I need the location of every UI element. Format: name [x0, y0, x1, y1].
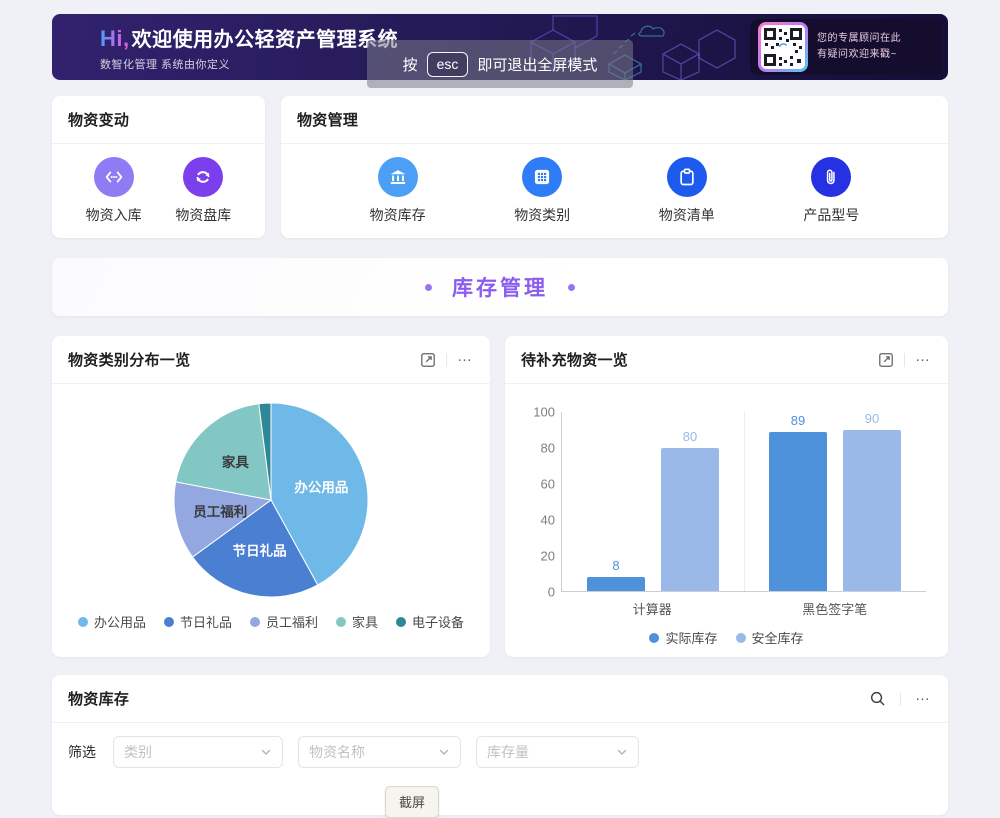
transfer-in-icon: [105, 171, 122, 182]
clipboard-icon: [680, 167, 694, 185]
fullscreen-exit-toast: 按 esc 即可退出全屏模式: [367, 40, 633, 88]
toast-suffix: 即可退出全屏模式: [477, 56, 598, 74]
bar-安全库存-黑色签字笔[interactable]: 90: [843, 411, 901, 591]
advisor-line2: 有疑问欢迎来戳~: [817, 49, 897, 60]
section-title: 库存管理: [452, 277, 548, 300]
dashboard-page: Hi, 欢迎使用办公轻资产管理系统 数智化管理 系统由你定义: [52, 14, 948, 818]
pie-legend: 办公用品 节日礼品 员工福利 家具 电子设备: [77, 612, 464, 631]
search-icon[interactable]: [869, 690, 886, 707]
legend-item-家具[interactable]: 家具: [336, 612, 378, 631]
divider: [446, 352, 447, 367]
svg-text:员工福利: 员工福利: [193, 503, 247, 519]
svg-text:节日礼品: 节日礼品: [233, 543, 287, 559]
screenshot-button[interactable]: 截屏: [385, 786, 440, 818]
legend-item-员工福利[interactable]: 员工福利: [249, 612, 318, 631]
launcher-label: 物资类别: [514, 206, 571, 223]
advisor-text: 您的专属顾问在此 有疑问欢迎来戳~: [817, 31, 901, 63]
launcher-label: 产品型号: [803, 206, 860, 223]
bar-group-黑色签字笔: 89 90: [744, 411, 926, 591]
launcher-label: 物资库存: [369, 206, 426, 223]
pie-card-title: 物资类别分布一览: [68, 352, 191, 369]
inventory-filter-row: 筛选 类别 物资名称 库存量: [52, 723, 948, 781]
bar-实际库存-黑色签字笔[interactable]: 89: [769, 412, 827, 591]
advisor-line1: 您的专属顾问在此: [817, 33, 901, 44]
pie-slice-节日礼品: [191, 499, 319, 598]
charts-row: 物资类别分布一览 … 办公用品 节日礼品 员工福利 家具 办公用品 节日礼品 员工福利 家具…: [52, 336, 948, 657]
inventory-title: 物资库存: [68, 691, 130, 708]
x-axis-label-黑色签字笔: 黑色签字笔: [802, 602, 868, 617]
material-change-card: 物资变动 物资入库: [52, 96, 265, 238]
welcome-text-block: Hi, 欢迎使用办公轻资产管理系统 数智化管理 系统由你定义: [100, 23, 398, 72]
x-axis-label-计算器: 计算器: [632, 602, 672, 617]
more-options-icon[interactable]: …: [915, 347, 932, 365]
bar-card-title: 待补充物资一览: [521, 352, 629, 369]
category-filter-select[interactable]: 类别: [113, 736, 283, 768]
launcher-label: 物资盘库: [175, 206, 232, 223]
toast-prefix: 按: [402, 56, 418, 74]
restock-overview-card: 待补充物资一览 … 8 80 89 90 0 20 40 60 80 100 计算器 黑色签字笔 …: [505, 336, 948, 657]
launcher-row: 物资变动 物资入库: [52, 96, 948, 238]
grid-icon: [535, 169, 550, 184]
stock-amount-filter-select[interactable]: 库存量: [476, 736, 639, 768]
legend-item-电子设备[interactable]: 电子设备: [396, 612, 464, 631]
launcher-product-model[interactable]: 产品型号: [803, 156, 860, 225]
material-name-filter-select[interactable]: 物资名称: [298, 736, 461, 768]
esc-key-badge: esc: [426, 51, 469, 77]
divider: [900, 691, 901, 706]
material-management-title: 物资管理: [297, 112, 359, 129]
bank-icon: [390, 169, 405, 184]
greeting-hi: Hi,: [100, 26, 130, 51]
pie-slice-电子设备: [258, 402, 272, 501]
decor-dot-left: [425, 283, 432, 291]
chevron-down-icon: [617, 749, 627, 755]
pie-slice-办公用品: [270, 402, 369, 586]
bar-legend: 实际库存 安全库存: [521, 628, 932, 647]
bar-x-axis-labels: 计算器 黑色签字笔: [561, 599, 926, 618]
welcome-title: Hi, 欢迎使用办公轻资产管理系统: [100, 23, 398, 52]
decor-dot-right: [568, 283, 575, 291]
more-options-icon[interactable]: …: [915, 686, 932, 704]
advisor-qr-code: [758, 22, 808, 72]
launcher-material-category[interactable]: 物资类别: [514, 156, 571, 225]
chevron-down-icon: [261, 749, 271, 755]
welcome-subtitle: 数智化管理 系统由你定义: [100, 59, 231, 71]
bar-实际库存-计算器[interactable]: 8: [587, 412, 645, 591]
category-distribution-card: 物资类别分布一览 … 办公用品 节日礼品 员工福利 家具 办公用品 节日礼品 员工福利 家具…: [52, 336, 490, 657]
legend-item-办公用品[interactable]: 办公用品: [77, 612, 146, 631]
launcher-material-inventory[interactable]: 物资库存: [369, 156, 426, 225]
divider: [904, 352, 905, 367]
filter-label: 筛选: [68, 744, 96, 760]
material-management-card: 物资管理 物资库存: [281, 96, 948, 238]
advisor-panel: 您的专属顾问在此 有疑问欢迎来戳~: [750, 19, 942, 75]
svg-text:家具: 家具: [222, 454, 249, 470]
legend-item-安全库存[interactable]: 安全库存: [735, 628, 804, 647]
bar-安全库存-计算器[interactable]: 80: [661, 412, 719, 591]
bar-group-计算器: 8 80: [562, 412, 744, 591]
open-external-icon[interactable]: [878, 352, 894, 368]
inventory-section-banner: 库存管理: [52, 258, 948, 316]
material-inventory-panel: 物资库存 … 筛选 类别 物资名称 库存量: [52, 675, 948, 815]
welcome-title-text: 欢迎使用办公轻资产管理系统: [131, 29, 399, 51]
category-separator: [744, 412, 745, 591]
more-options-icon[interactable]: …: [457, 347, 474, 365]
material-change-title: 物资变动: [68, 112, 130, 129]
launcher-material-list[interactable]: 物资清单: [658, 156, 715, 225]
chevron-down-icon: [439, 749, 449, 755]
legend-item-节日礼品[interactable]: 节日礼品: [163, 612, 232, 631]
launcher-label: 物资入库: [85, 206, 142, 223]
pie-slice-家具: [175, 403, 272, 501]
launcher-label: 物资清单: [658, 206, 715, 223]
legend-item-实际库存[interactable]: 实际库存: [649, 628, 718, 647]
open-external-icon[interactable]: [420, 352, 436, 368]
pie-slice-员工福利: [173, 481, 273, 558]
launcher-material-inbound[interactable]: 物资入库: [85, 156, 142, 225]
stocktake-cycle-icon: [196, 170, 210, 183]
svg-text:办公用品: 办公用品: [294, 479, 348, 495]
qr-pattern: [764, 28, 802, 66]
restock-bar-chart[interactable]: 8 80 89 90 0 20 40 60 80 100: [521, 386, 932, 600]
paperclip-icon: [827, 169, 836, 184]
launcher-material-stocktake[interactable]: 物资盘库: [175, 156, 232, 225]
